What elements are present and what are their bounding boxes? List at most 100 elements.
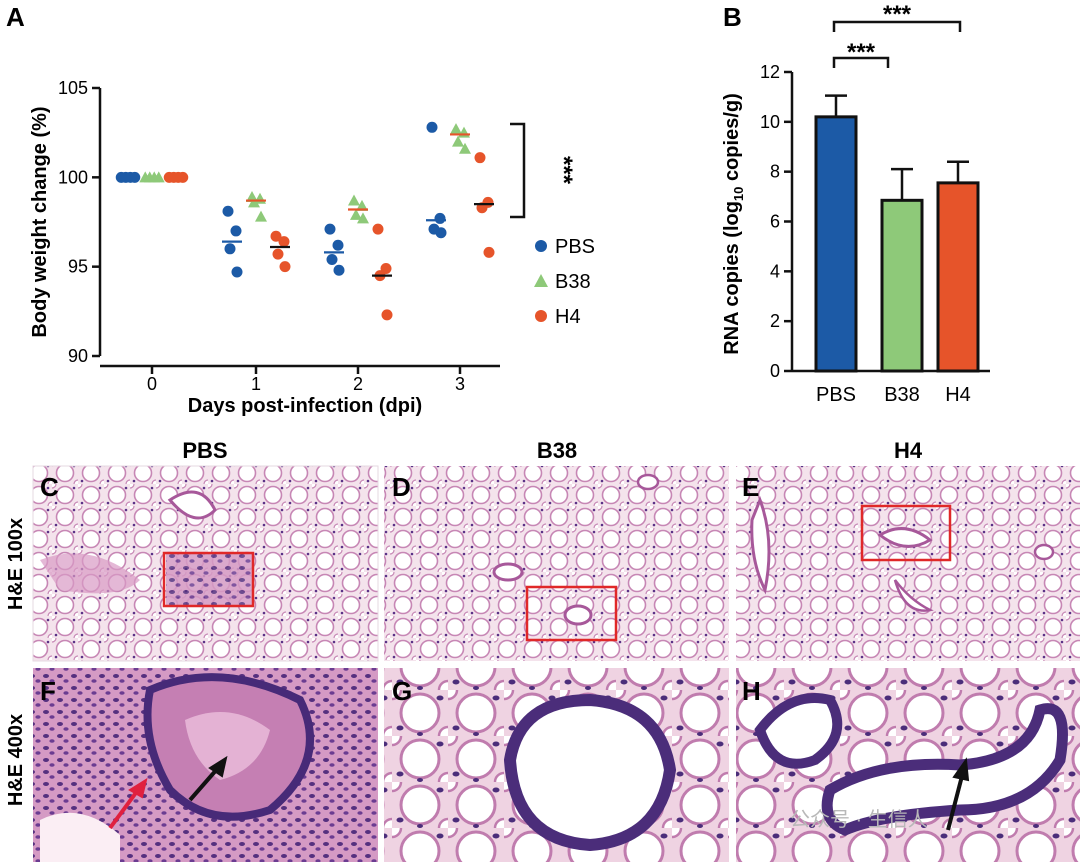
panel-a-ylabel: Body weight change (%): [29, 106, 51, 337]
data-point-pbs: [129, 171, 141, 183]
data-point-pbs: [222, 205, 234, 217]
highlight-box-e: [860, 504, 952, 562]
data-point-h4: [483, 246, 495, 258]
data-point-pbs: [434, 212, 446, 224]
bronchiole-h1: [754, 693, 843, 769]
vessel-e1: [750, 495, 771, 595]
data-point-b38: [255, 210, 267, 222]
vessel-d2: [636, 473, 660, 491]
data-point-b38: [450, 123, 462, 135]
column-header-pbs: PBS: [182, 438, 227, 463]
panel-b-letter: B: [723, 2, 742, 32]
data-point-pbs: [230, 225, 242, 237]
red-arrow-shaft: [108, 788, 140, 830]
data-point-h4: [177, 171, 189, 183]
sig-stars-inner: ***: [847, 39, 876, 66]
data-point-h4: [381, 309, 393, 321]
ylabel-suffix: copies/g): [721, 93, 743, 186]
y-tick-label: 95: [68, 257, 88, 277]
data-point-b38: [356, 199, 368, 211]
data-point-b38: [459, 142, 471, 154]
vessel-e3: [1033, 543, 1055, 561]
y-tick-label: 100: [58, 167, 88, 187]
bar-pbs: [814, 115, 858, 373]
bronchiole-e: [877, 527, 933, 548]
category-label-pbs: PBS: [816, 384, 856, 406]
legend-marker-h4: [535, 310, 547, 322]
panel-e-letter: E: [742, 472, 759, 502]
data-point-b38: [348, 194, 360, 206]
ylabel-prefix: RNA copies (log: [721, 201, 743, 355]
black-arrow-icon-h: [952, 757, 970, 782]
sig-bracket-top: [832, 20, 962, 32]
airway-c1: [40, 553, 140, 594]
sig-bracket-inner: [832, 56, 890, 68]
legend: PBS B38 H4: [534, 236, 595, 328]
micrograph-g: G: [384, 668, 729, 862]
bronchiole-g: [503, 693, 677, 852]
b-y-tick-label: 8: [770, 162, 780, 182]
data-point-b38: [452, 135, 464, 147]
data-point-pbs: [326, 254, 338, 266]
data-point-b38: [248, 196, 260, 208]
b-y-tick-label: 2: [770, 311, 780, 331]
b-y-tick-label: 12: [760, 62, 780, 82]
x-tick-label: 0: [147, 374, 157, 394]
data-point-pbs: [224, 243, 236, 255]
data-point-h4: [474, 152, 486, 164]
panel-d-letter: D: [392, 472, 411, 502]
frame-c: [32, 465, 379, 662]
panel-a-axes: 90 95 100 105 0 1 2 3: [58, 78, 500, 394]
panel-c-letter: C: [40, 472, 59, 502]
panel-a-points: [115, 121, 495, 321]
x-tick-label: 2: [353, 374, 363, 394]
micrograph-d: D: [384, 466, 729, 661]
panel-b-ylabel: RNA copies (log10 copies/g): [721, 93, 746, 355]
black-arrow-shaft-h: [946, 775, 964, 831]
significance-stars: ***: [550, 156, 577, 185]
red-arrow-icon: [128, 777, 148, 799]
data-point-h4: [279, 261, 291, 273]
bronchiole-h2: [821, 703, 1068, 836]
highlight-box-d: [525, 585, 618, 642]
panel-h-letter: H: [742, 676, 761, 706]
y-tick-label: 105: [58, 78, 88, 98]
legend-marker-pbs: [535, 240, 547, 252]
sig-stars-top: ***: [883, 1, 912, 28]
lumen-f: [185, 712, 270, 780]
category-label-h4: H4: [945, 384, 971, 406]
panel-a-scatter: A 90 95 100 105 0 1 2 3 Days post-infection (dp…: [6, 2, 595, 417]
highlight-box-c: [162, 551, 255, 608]
category-label-b38: B38: [884, 384, 920, 406]
data-point-h4: [270, 230, 282, 242]
significance-bracket: [510, 122, 526, 219]
b-y-tick-label: 6: [770, 212, 780, 232]
legend-label-b38: B38: [555, 271, 591, 293]
legend-label-h4: H4: [555, 306, 581, 328]
b-y-tick-label: 10: [760, 112, 780, 132]
data-point-h4: [272, 248, 284, 260]
micrograph-e: E: [736, 466, 1080, 661]
data-point-b38: [357, 212, 369, 224]
row-header-100x: H&E 100x: [5, 518, 27, 610]
panel-a-letter: A: [6, 2, 25, 32]
bronchiole-d: [563, 604, 593, 626]
bar-h4: [936, 181, 980, 373]
vessel-d1: [492, 562, 524, 582]
legend-label-pbs: PBS: [555, 236, 595, 258]
data-point-b38: [152, 171, 165, 183]
legend-marker-b38: [534, 274, 548, 287]
micrograph-h: H: [736, 668, 1080, 862]
panel-b-bars: [814, 94, 980, 373]
watermark: 公众号 · 生信人: [790, 808, 928, 831]
panel-g-letter: G: [392, 676, 412, 706]
b-y-tick-label: 0: [770, 361, 780, 381]
airspace-f: [40, 812, 120, 862]
histology-grid: PBS B38 H4 H&E 100x H&E 400x C D: [5, 438, 1080, 862]
column-header-h4: H4: [894, 438, 923, 463]
tissue-e: [736, 466, 1080, 661]
data-point-pbs: [324, 223, 336, 235]
data-point-pbs: [435, 227, 447, 239]
